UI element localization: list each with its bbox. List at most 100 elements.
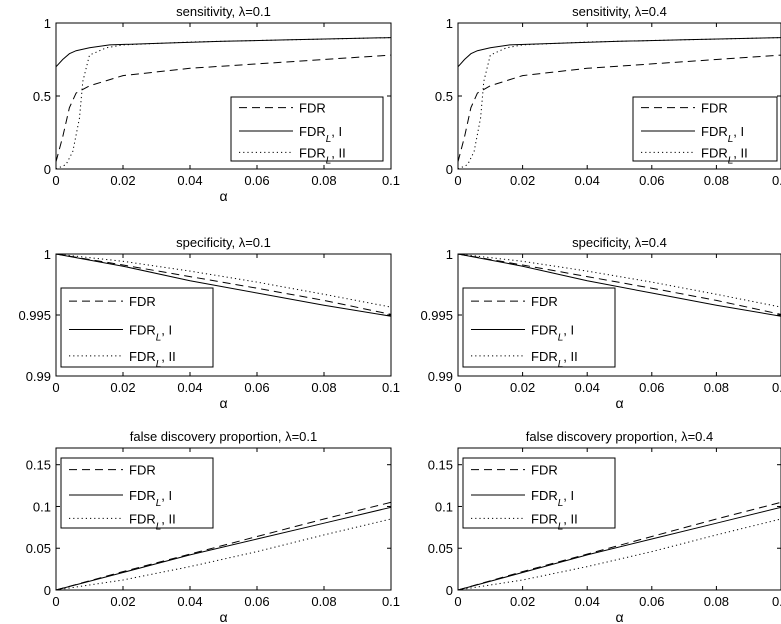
x-tick-label: 0.08 [311, 173, 336, 188]
series-line-dashed [457, 253, 781, 315]
x-axis-label: α [219, 609, 227, 624]
legend-label: FDRL, II [701, 145, 748, 166]
chart-title: sensitivity, λ=0.4 [572, 4, 667, 19]
plot-frame [55, 447, 392, 591]
series-line-dashed [55, 54, 392, 162]
x-tick-label: 0.1 [382, 380, 400, 395]
series-line-dotted [55, 518, 392, 591]
chart-panel-3: specificity, λ=0.1 0 0.02 0.04 0.06 0.08 0.1 0.… [18, 235, 400, 411]
y-tick-label: 1 [44, 16, 51, 31]
x-tick-label: 0 [454, 173, 461, 188]
chart-panel-5: false discovery proportion, λ=0.1 0 0.02 0.… [26, 429, 400, 624]
y-tick-label: 0.995 [18, 308, 51, 323]
series-line-solid [457, 37, 781, 68]
series-line-solid [457, 253, 781, 317]
x-tick-label: 0.06 [639, 380, 664, 395]
x-tick-label: 0.1 [772, 380, 781, 395]
x-tick-label: 0.02 [510, 173, 535, 188]
x-axis-label: α [615, 609, 623, 624]
legend-label: FDR [299, 101, 326, 116]
series-line-dashed [457, 54, 781, 162]
chart-panel-2: sensitivity, λ=0.4 0 0.02 0.04 0.06 0.08 0.1 0 0… [435, 4, 781, 188]
x-tick-label: 0.08 [704, 594, 729, 609]
y-tick-label: 0 [44, 583, 51, 598]
x-tick-label: 0.04 [575, 380, 600, 395]
series-line-solid [55, 253, 392, 317]
x-tick-label: 0 [454, 380, 461, 395]
plot-frame [457, 447, 781, 591]
y-tick-label: 0.1 [435, 499, 453, 514]
x-tick-label: 0.1 [772, 594, 781, 609]
chart-title: sensitivity, λ=0.1 [176, 4, 271, 19]
x-tick-label: 0.06 [244, 173, 269, 188]
x-tick-label: 0.06 [244, 380, 269, 395]
y-tick-label: 0 [44, 162, 51, 177]
x-tick-label: 0.08 [311, 594, 336, 609]
series-line-dashed [55, 501, 392, 591]
chart-title: specificity, λ=0.4 [572, 235, 667, 250]
y-tick-label: 1 [44, 247, 51, 262]
legend-label: FDR [531, 294, 558, 309]
series-line-dashed [457, 501, 781, 591]
x-tick-label: 0.1 [772, 173, 781, 188]
chart-panel-4: specificity, λ=0.4 0 0.02 0.04 0.06 0.08 0.1 0.… [420, 235, 781, 411]
y-tick-label: 0.5 [33, 89, 51, 104]
x-tick-label: 0 [52, 594, 59, 609]
x-tick-label: 0.08 [704, 380, 729, 395]
legend-label: FDR [701, 101, 728, 116]
y-tick-label: 0.99 [26, 369, 51, 384]
chart-title: specificity, λ=0.1 [176, 235, 271, 250]
series-line-dotted [457, 518, 781, 591]
x-tick-label: 0.04 [177, 173, 202, 188]
x-tick-label: 0.06 [244, 594, 269, 609]
x-tick-label: 0.08 [704, 173, 729, 188]
x-tick-label: 0.04 [177, 594, 202, 609]
x-tick-label: 0.08 [311, 380, 336, 395]
chart-panel-6: false discovery proportion, λ=0.4 0 0.02 0.… [428, 429, 781, 624]
x-axis-label: α [219, 188, 227, 204]
chart-title: false discovery proportion, λ=0.1 [130, 429, 318, 444]
x-tick-label: 0.02 [510, 380, 535, 395]
x-axis-label: α [219, 395, 227, 411]
y-tick-label: 0.15 [26, 458, 51, 473]
x-tick-label: 0.02 [110, 173, 135, 188]
series-line-dotted [55, 253, 392, 308]
legend-label: FDRL, II [531, 511, 578, 532]
x-tick-label: 0 [52, 380, 59, 395]
y-tick-label: 0 [446, 583, 453, 598]
x-tick-label: 0.1 [382, 173, 400, 188]
legend-label: FDRL, II [299, 145, 346, 166]
y-tick-label: 0.05 [428, 541, 453, 556]
x-tick-label: 0.04 [177, 380, 202, 395]
x-tick-label: 0.02 [110, 380, 135, 395]
x-tick-label: 0.1 [382, 594, 400, 609]
series-line-solid [55, 506, 392, 591]
y-tick-label: 1 [446, 247, 453, 262]
x-axis-label: α [615, 395, 623, 411]
x-tick-label: 0.02 [110, 594, 135, 609]
legend-label: FDRL, II [129, 511, 176, 532]
y-tick-label: 0.99 [428, 369, 453, 384]
series-line-dashed [55, 253, 392, 315]
x-tick-label: 0.04 [575, 173, 600, 188]
legend-label: FDR [129, 294, 156, 309]
series-line-solid [457, 506, 781, 591]
y-tick-label: 0 [446, 162, 453, 177]
legend-label: FDR [129, 463, 156, 478]
x-tick-label: 0.06 [639, 594, 664, 609]
series-line-solid [55, 37, 392, 68]
y-tick-label: 0.15 [428, 458, 453, 473]
x-tick-label: 0.02 [510, 594, 535, 609]
x-tick-label: 0 [52, 173, 59, 188]
y-tick-label: 0.1 [33, 499, 51, 514]
x-tick-label: 0.06 [639, 173, 664, 188]
legend-label: FDR [531, 463, 558, 478]
y-tick-label: 1 [446, 16, 453, 31]
